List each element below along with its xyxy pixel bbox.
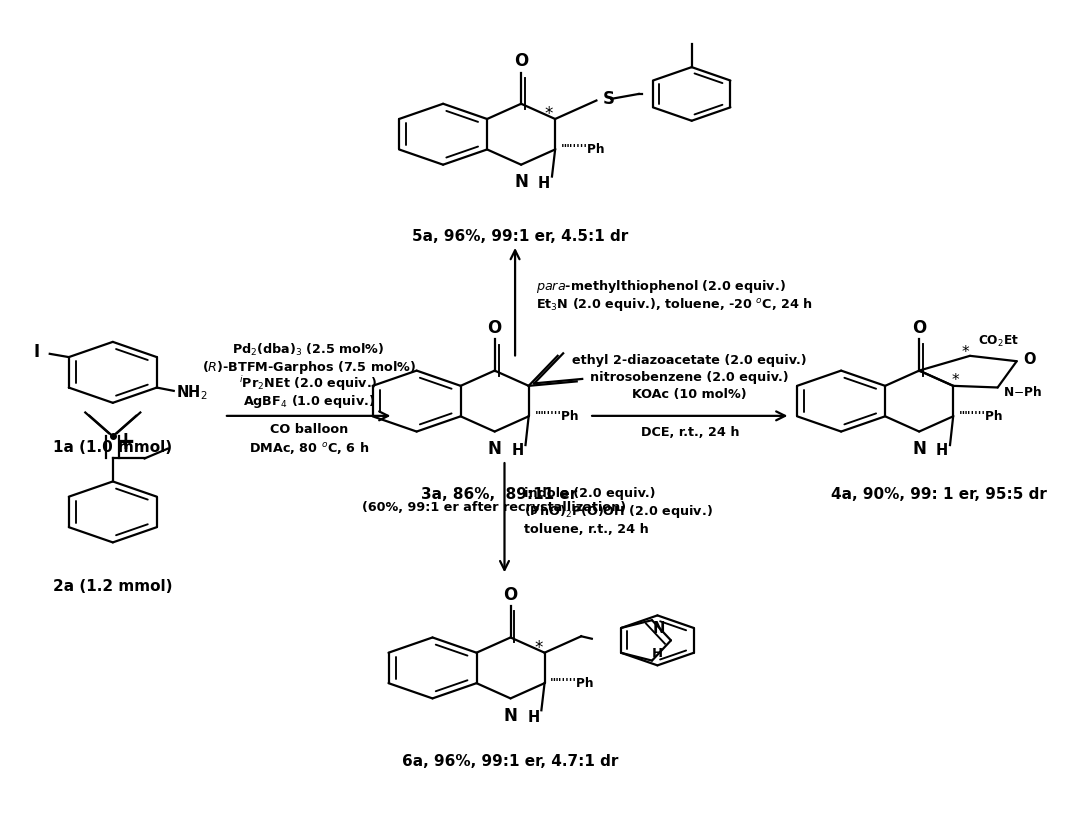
Text: Et$_3$N (2.0 equiv.), toluene, -20 $^o$C, 24 h: Et$_3$N (2.0 equiv.), toluene, -20 $^o$C… — [537, 296, 813, 312]
Text: 2a (1.2 mmol): 2a (1.2 mmol) — [53, 579, 173, 595]
Text: ""''''Ph: ""''''Ph — [561, 143, 605, 156]
Text: ($R$)-BTFM-Garphos (7.5 mol%): ($R$)-BTFM-Garphos (7.5 mol%) — [202, 358, 416, 376]
Text: N$-$Ph: N$-$Ph — [1003, 386, 1042, 399]
Text: O: O — [1023, 352, 1036, 367]
Text: N: N — [652, 621, 664, 636]
Text: 4a, 90%, 99: 1 er, 95:5 dr: 4a, 90%, 99: 1 er, 95:5 dr — [831, 488, 1047, 503]
Text: 5a, 96%, 99:1 er, 4.5:1 dr: 5a, 96%, 99:1 er, 4.5:1 dr — [413, 229, 629, 244]
Text: 6a, 96%, 99:1 er, 4.7:1 dr: 6a, 96%, 99:1 er, 4.7:1 dr — [402, 754, 618, 769]
Text: H: H — [512, 443, 524, 458]
Text: 1a (1.0 mmol): 1a (1.0 mmol) — [53, 440, 173, 455]
Text: +: + — [116, 430, 135, 454]
Text: (PhO)$_2$P(O)OH (2.0 equiv.): (PhO)$_2$P(O)OH (2.0 equiv.) — [524, 503, 713, 519]
Text: I: I — [33, 343, 39, 362]
Text: $^i$Pr$_2$NEt (2.0 equiv.): $^i$Pr$_2$NEt (2.0 equiv.) — [240, 374, 378, 392]
Text: H: H — [538, 176, 551, 191]
Text: H: H — [527, 710, 540, 725]
Text: N: N — [913, 440, 926, 458]
Text: *: * — [951, 373, 959, 388]
Text: KOAc (10 mol%): KOAc (10 mol%) — [633, 388, 747, 401]
Text: H: H — [936, 443, 948, 458]
Text: N: N — [514, 173, 528, 191]
Text: N: N — [503, 706, 517, 725]
Text: H: H — [651, 647, 662, 660]
Text: indole (2.0 equiv.): indole (2.0 equiv.) — [524, 487, 656, 499]
Text: DMAc, 80 $^o$C, 6 h: DMAc, 80 $^o$C, 6 h — [248, 440, 368, 456]
Text: Pd$_2$(dba)$_3$ (2.5 mol%): Pd$_2$(dba)$_3$ (2.5 mol%) — [232, 342, 384, 358]
Text: NH$_2$: NH$_2$ — [176, 383, 207, 402]
Text: AgBF$_4$ (1.0 equiv.): AgBF$_4$ (1.0 equiv.) — [243, 393, 375, 410]
Text: O: O — [503, 586, 517, 604]
Text: 3a, 86%,  89:11 er: 3a, 86%, 89:11 er — [421, 488, 578, 503]
Text: ""''''Ph: ""''''Ph — [550, 676, 594, 690]
Text: N: N — [488, 440, 501, 458]
Text: DCE, r.t., 24 h: DCE, r.t., 24 h — [640, 426, 739, 438]
Text: CO balloon: CO balloon — [270, 423, 348, 436]
Text: *: * — [534, 639, 542, 657]
Text: $\it{para}$-methylthiophenol (2.0 equiv.): $\it{para}$-methylthiophenol (2.0 equiv.… — [537, 277, 786, 295]
Text: O: O — [514, 52, 528, 70]
Text: *: * — [962, 345, 970, 360]
Text: ""''''Ph: ""''''Ph — [535, 410, 580, 423]
Text: ""''''Ph: ""''''Ph — [958, 410, 1003, 423]
Text: ethyl 2-diazoacetate (2.0 equiv.): ethyl 2-diazoacetate (2.0 equiv.) — [572, 353, 807, 367]
Text: CO$_2$Et: CO$_2$Et — [978, 334, 1020, 349]
Text: O: O — [912, 319, 927, 337]
Text: toluene, r.t., 24 h: toluene, r.t., 24 h — [524, 523, 648, 536]
Text: nitrosobenzene (2.0 equiv.): nitrosobenzene (2.0 equiv.) — [591, 371, 789, 384]
Text: O: O — [487, 319, 502, 337]
Text: S: S — [603, 90, 615, 108]
Text: (60%, 99:1 er after recrystallization): (60%, 99:1 er after recrystallization) — [362, 501, 626, 514]
Text: *: * — [544, 105, 553, 123]
